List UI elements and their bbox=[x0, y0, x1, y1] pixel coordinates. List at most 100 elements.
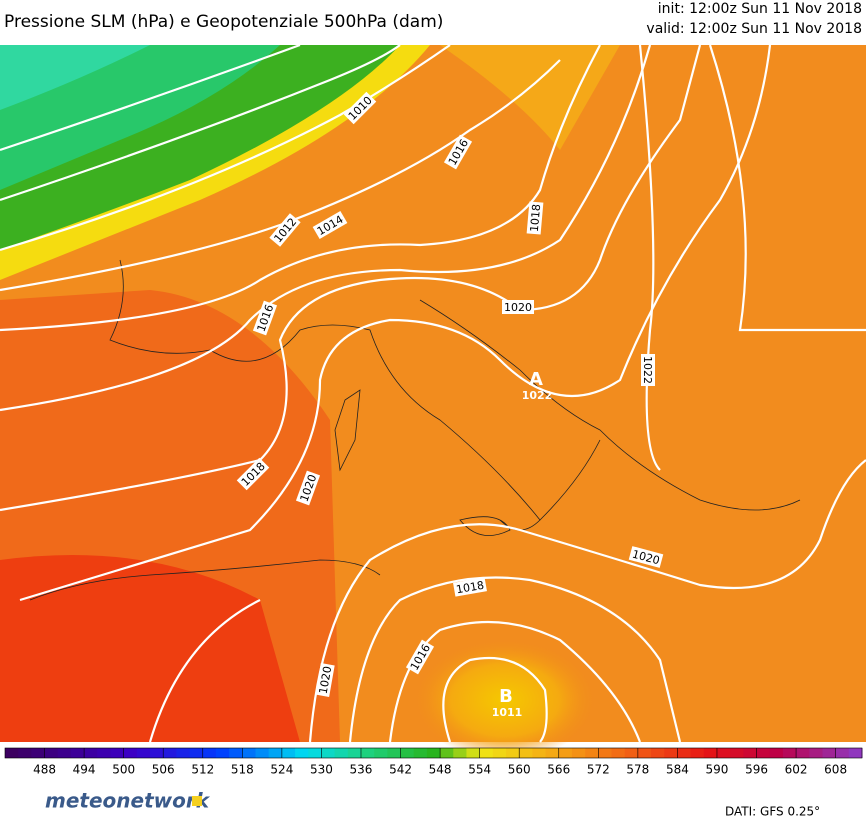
colorbar-segment bbox=[215, 748, 230, 758]
colorbar-segment bbox=[229, 748, 243, 758]
colorbar-tick-label: 554 bbox=[468, 763, 491, 777]
isobar-label-box bbox=[312, 210, 348, 240]
colorbar-tick-label: 602 bbox=[785, 763, 808, 777]
colorbar-segment bbox=[558, 748, 573, 758]
colorbar-tick-label: 590 bbox=[706, 763, 729, 777]
colorbar-segment bbox=[347, 748, 362, 758]
isobar-label-box bbox=[295, 470, 321, 506]
colorbar-segment bbox=[295, 748, 309, 758]
isobar-label-text: 1018 bbox=[528, 204, 543, 233]
isobar-label: 1020 bbox=[315, 663, 335, 697]
isobar-label-box bbox=[526, 201, 544, 235]
colorbar-segment bbox=[479, 748, 494, 758]
high-value: 1022 bbox=[522, 389, 553, 402]
colorbar-segment bbox=[176, 748, 191, 758]
colorbar-segment bbox=[400, 748, 415, 758]
colorbar-segment bbox=[97, 748, 111, 758]
colorbar-segment bbox=[598, 748, 612, 758]
colorbar-segment bbox=[242, 748, 257, 758]
colorbar-segment bbox=[835, 748, 850, 758]
colorbar-segment bbox=[466, 748, 481, 758]
isobar-label-box bbox=[343, 91, 377, 125]
colorbar-segment bbox=[651, 748, 665, 758]
map-title: Pressione SLM (hPa) e Geopotenziale 500h… bbox=[4, 12, 443, 32]
colorbar-segment bbox=[716, 748, 731, 758]
colorbar-segment bbox=[769, 748, 784, 758]
colorbar-tick-label: 578 bbox=[626, 763, 649, 777]
colorbar-segment bbox=[492, 748, 507, 758]
colorbar-tick-label: 542 bbox=[389, 763, 412, 777]
colorbar-segment bbox=[268, 748, 283, 758]
colorbar-segment bbox=[70, 748, 85, 758]
colorbar-segment bbox=[703, 748, 718, 758]
colorbar-segment bbox=[163, 748, 177, 758]
isobar-label-box bbox=[641, 354, 655, 386]
isobar-label-box bbox=[252, 300, 278, 336]
colorbar-segment bbox=[545, 748, 560, 758]
colorbar-tick-label: 584 bbox=[666, 763, 689, 777]
colorbar-tick-label: 530 bbox=[310, 763, 333, 777]
colorbar-segment bbox=[519, 748, 533, 758]
colorbar-segment bbox=[585, 748, 599, 758]
colorbar-tick-label: 566 bbox=[547, 763, 570, 777]
colorbar-segment bbox=[84, 748, 98, 758]
low-value: 1011 bbox=[492, 706, 523, 719]
colorbar-segment bbox=[360, 748, 375, 758]
colorbar-tick-label: 548 bbox=[429, 763, 452, 777]
colorbar-segment bbox=[782, 748, 797, 758]
isobar-label-box bbox=[502, 300, 534, 314]
colorbar-segment bbox=[440, 748, 454, 758]
colorbar-segment bbox=[532, 748, 547, 758]
isobar-label-text: 1020 bbox=[504, 301, 532, 314]
isobar-label: 1020 bbox=[502, 300, 534, 314]
isobar-label: 1018 bbox=[526, 201, 544, 235]
colorbar-tick-label: 572 bbox=[587, 763, 610, 777]
colorbar-segment bbox=[637, 748, 652, 758]
isobar-label-box bbox=[405, 639, 435, 675]
isobar-label-box bbox=[236, 457, 270, 491]
isobar-label: 1022 bbox=[641, 354, 655, 386]
colorbar-segment bbox=[281, 748, 296, 758]
colorbar-frame bbox=[4, 747, 863, 759]
colorbar-tick-label: 596 bbox=[745, 763, 768, 777]
valid-time: valid: 12:00z Sun 11 Nov 2018 bbox=[646, 21, 862, 37]
colorbar-tick-label: 512 bbox=[191, 763, 214, 777]
colorbar-segment bbox=[664, 748, 678, 758]
isobar-label-text: 1020 bbox=[317, 665, 335, 695]
colorbar-segment bbox=[202, 748, 217, 758]
logo-square bbox=[192, 796, 202, 806]
isobar-label-text: 1022 bbox=[641, 356, 654, 384]
colorbar-tick-label: 560 bbox=[508, 763, 531, 777]
high-symbol: A bbox=[529, 369, 543, 390]
colorbar-segment bbox=[506, 748, 520, 758]
colorbar-segment bbox=[31, 748, 46, 758]
colorbar-segment bbox=[387, 748, 402, 758]
colorbar-segment bbox=[822, 748, 837, 758]
colorbar-segment bbox=[308, 748, 322, 758]
colorbar-tick-label: 488 bbox=[33, 763, 56, 777]
data-credit: DATI: GFS 0.25° bbox=[725, 805, 820, 819]
colorbar-segment bbox=[321, 748, 336, 758]
colorbar-segment bbox=[453, 748, 467, 758]
colorbar-segment bbox=[413, 748, 428, 758]
colorbar-segment bbox=[743, 748, 758, 758]
colorbar-segment bbox=[756, 748, 771, 758]
colorbar-segment bbox=[677, 748, 692, 758]
colorbar-segment bbox=[5, 748, 19, 758]
colorbar-tick-label: 608 bbox=[824, 763, 847, 777]
colorbar-tick-label: 536 bbox=[350, 763, 373, 777]
colorbar-segment bbox=[18, 748, 32, 758]
colorbar-segment bbox=[809, 748, 823, 758]
map bbox=[0, 43, 866, 760]
colorbar-tick-label: 494 bbox=[73, 763, 96, 777]
isobar-label-box bbox=[269, 213, 301, 247]
low-symbol: B bbox=[499, 686, 513, 707]
colorbar-segment bbox=[796, 748, 810, 758]
colorbar-segment bbox=[624, 748, 639, 758]
isobar-label-box bbox=[443, 134, 473, 170]
colorbar-tick-label: 518 bbox=[231, 763, 254, 777]
logo: meteonetwork bbox=[45, 789, 211, 813]
isobar-label-box bbox=[628, 546, 664, 568]
isobar-label: 1018 bbox=[453, 577, 487, 597]
